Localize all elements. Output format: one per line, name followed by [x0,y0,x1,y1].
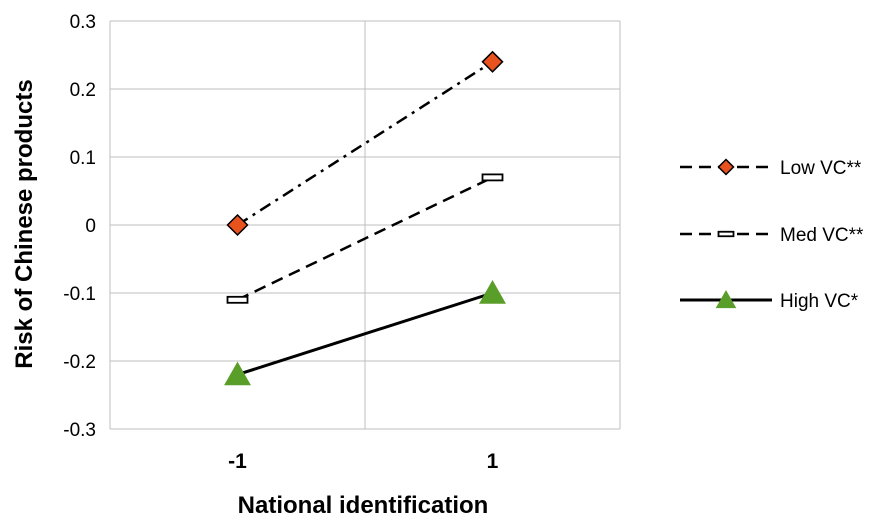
marker-rectangle [717,230,735,238]
y-tick-label: -0.2 [63,352,96,373]
legend-item: Med VC** [680,225,864,246]
x-axis-title: National identification [238,492,489,519]
x-tick-label: -1 [228,450,247,473]
plot-area: 0.3 0.2 0.1 0 -0.1 -0.2 -0.3 -1 1 [63,12,621,473]
gridlines [109,20,621,430]
marker-triangle [715,289,737,309]
marker-rectangle [226,295,249,304]
legend: Low VC** Med VC** High VC* [680,158,864,312]
series-lines [236,60,494,377]
series-markers [224,50,506,386]
y-tick-label: -0.1 [63,284,96,305]
marker-triangle [224,361,251,386]
legend-item: Low VC** [680,158,862,179]
x-axis-ticks: -1 1 [228,450,499,473]
y-tick-label: 0.3 [70,12,96,33]
y-tick-label: 0.2 [70,80,96,101]
marker-triangle [479,279,506,304]
y-axis-ticks: 0.3 0.2 0.1 0 -0.1 -0.2 -0.3 [63,12,96,441]
legend-label: Low VC** [780,158,862,179]
marker-diamond [717,158,735,176]
y-axis-title: Risk of Chinese products [11,79,38,368]
series-line [236,60,494,227]
y-tick-label: 0.1 [70,148,96,169]
legend-label: High VC* [780,291,859,312]
x-tick-label: 1 [487,450,499,473]
series-line [236,176,494,301]
y-tick-label: 0 [85,216,96,237]
y-tick-label: -0.3 [63,420,96,441]
marker-rectangle [481,173,504,182]
legend-label: Med VC** [780,225,864,246]
marker-diamond [226,213,249,237]
marker-diamond [481,50,504,73]
series-line [237,291,493,377]
legend-item: High VC* [680,289,859,312]
